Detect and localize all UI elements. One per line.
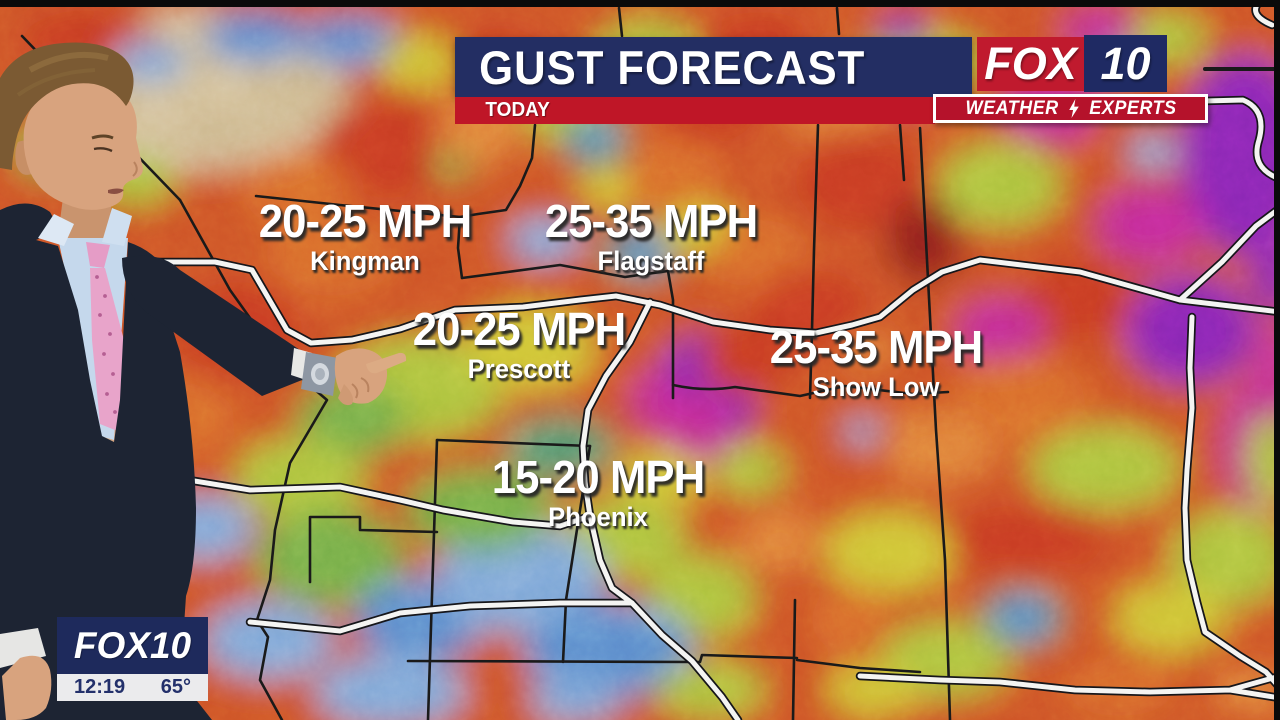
presenter-eye <box>93 147 113 153</box>
weather-text: WEATHER <box>964 97 1059 119</box>
subtitle-banner: TODAY <box>455 97 935 124</box>
experts-text: EXPERTS <box>1088 97 1177 119</box>
gust-speed: 20-25 MPH <box>258 195 472 247</box>
gust-city: Show Low <box>812 372 940 402</box>
gust-city: Flagstaff <box>597 246 705 276</box>
presenter-mouth <box>108 188 124 194</box>
presenter-left-hand <box>2 655 52 720</box>
subtitle-text: TODAY <box>485 99 550 121</box>
gust-city: Phoenix <box>548 502 648 532</box>
fox-logo-red-box: FOX <box>977 37 1084 91</box>
current-time: 12:19 <box>74 676 126 698</box>
gust-city: Prescott <box>467 354 571 384</box>
gust-speed: 25-35 MPH <box>544 195 758 247</box>
lightning-bolt-icon <box>1068 99 1079 118</box>
letterbox-right <box>1274 0 1280 720</box>
gust-label-prescott: 20-25 MPH Prescott <box>412 303 626 384</box>
presenter-hair <box>0 42 134 170</box>
gust-label-flagstaff: 25-35 MPH Flagstaff <box>544 195 758 276</box>
presenter-watch <box>301 352 338 396</box>
gust-label-phoenix: 15-20 MPH Phoenix <box>491 451 705 532</box>
presenter-collar-left <box>38 214 74 246</box>
weather-experts-banner: WEATHER EXPERTS <box>933 94 1208 123</box>
time-temp-strip: 12:19 65° <box>57 674 208 701</box>
presenter-head <box>0 42 143 210</box>
title-banner: GUST FORECAST <box>455 37 972 97</box>
presenter-pointing-hand <box>334 348 407 406</box>
fox-logo-text: FOX <box>984 38 1077 89</box>
pointing-finger <box>366 352 407 374</box>
presenter-arm <box>122 255 302 396</box>
gust-label-kingman: 20-25 MPH Kingman <box>258 195 472 276</box>
presenter-face <box>23 75 143 210</box>
gust-speed: 20-25 MPH <box>412 303 626 355</box>
station-bug-text: FOX10 <box>73 624 192 666</box>
station-bug: FOX10 <box>57 617 208 674</box>
gust-city: Kingman <box>310 246 420 276</box>
fox-logo-ten-box: 10 <box>1084 35 1167 92</box>
highway-lines <box>149 0 1280 720</box>
gust-speed: 15-20 MPH <box>491 451 705 503</box>
gust-speed: 25-35 MPH <box>769 321 983 373</box>
presenter-eyebrow <box>91 134 114 140</box>
fox-logo-number: 10 <box>1100 37 1151 89</box>
presenter-suit <box>0 203 212 720</box>
current-temperature: 65° <box>160 676 191 698</box>
letterbox-top <box>0 0 1280 7</box>
presenter-tie <box>86 242 128 432</box>
presenter-collar-right <box>102 208 132 246</box>
gust-label-showlow: 25-35 MPH Show Low <box>769 321 983 402</box>
page-title: GUST FORECAST <box>479 40 866 94</box>
